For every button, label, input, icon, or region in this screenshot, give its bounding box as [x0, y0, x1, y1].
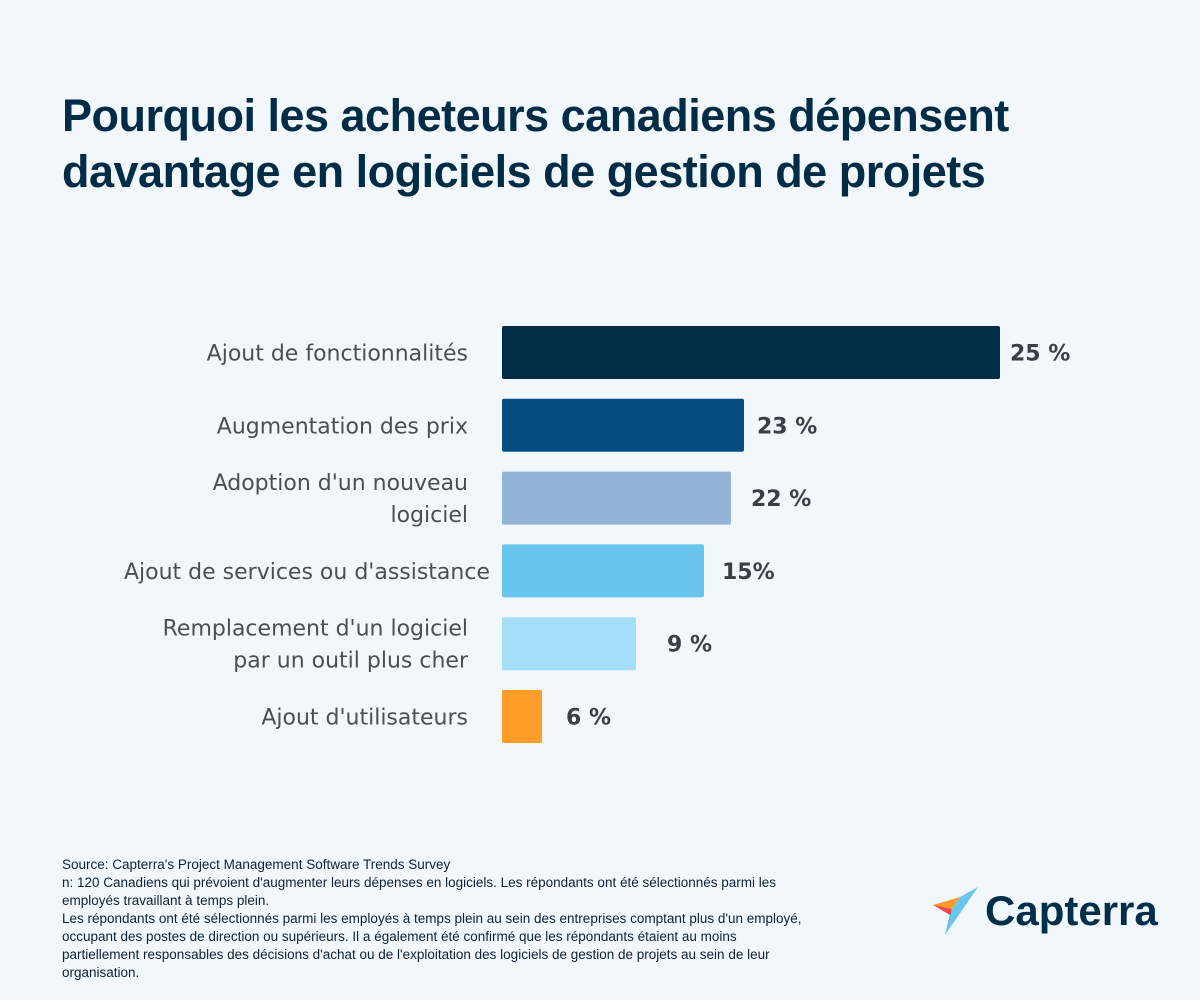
bar — [502, 690, 542, 743]
category-label: Remplacement d'un logiciel — [163, 617, 468, 642]
category-label: Ajout de fonctionnalités — [207, 342, 468, 367]
bar — [502, 471, 731, 525]
category-label: Ajout d'utilisateurs — [261, 706, 468, 731]
capterra-arrow-logo-icon — [933, 887, 978, 935]
category-label: par un outil plus cher — [233, 649, 469, 674]
category-label: Adoption d'un nouveau — [213, 471, 468, 496]
bar — [502, 326, 1000, 379]
category-label: Ajout de services ou d'assistance — [124, 560, 490, 585]
value-label: 22 % — [751, 487, 811, 512]
category-label: logiciel — [390, 503, 468, 528]
methodology-note: Les répondants ont été sélectionnés parm… — [62, 911, 802, 980]
bar — [502, 617, 636, 671]
value-label: 23 % — [757, 414, 817, 439]
source-notes: Source: Capterra's Project Management So… — [62, 856, 802, 982]
category-label: Augmentation des prix — [217, 414, 468, 439]
value-label: 9 % — [667, 633, 712, 658]
chart-title: Pourquoi les acheteurs canadiens dépense… — [62, 90, 1009, 197]
bar — [502, 398, 744, 452]
value-label: 6 % — [566, 706, 611, 731]
source-line: Source: Capterra's Project Management So… — [62, 857, 451, 872]
sample-note: n: 120 Canadiens qui prévoient d'augment… — [62, 875, 777, 908]
value-label: 15% — [722, 560, 775, 585]
capterra-logo-text: Capterra — [985, 887, 1158, 934]
bar — [502, 544, 704, 598]
value-label: 25 % — [1010, 342, 1070, 367]
